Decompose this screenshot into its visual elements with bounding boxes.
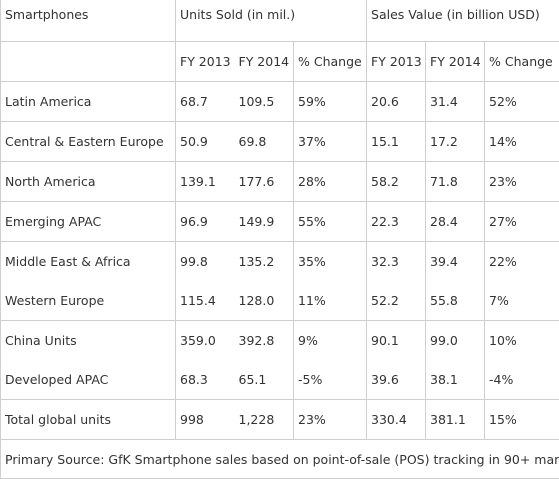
table-row: North America 139.1 177.6 28% 58.2 71.8 … [1, 162, 559, 202]
units-fy2013-cell: 68.3 [176, 360, 235, 400]
units-change-cell: 28% [294, 162, 367, 202]
units-change-cell: 37% [294, 122, 367, 162]
units-fy2013-cell: 50.9 [176, 122, 235, 162]
region-cell: Middle East & Africa [1, 242, 176, 282]
sales-fy2014-cell: 31.4 [426, 82, 485, 122]
units-fy2014-cell: 392.8 [235, 321, 294, 361]
units-change-header: % Change [294, 42, 367, 82]
sales-fy2014-cell: 381.1 [426, 400, 485, 440]
table-row: Middle East & Africa 99.8 135.2 35% 32.3… [1, 242, 559, 282]
sales-change-cell: 23% [485, 162, 559, 202]
units-change-cell: 35% [294, 242, 367, 282]
sales-fy2013-cell: 330.4 [367, 400, 426, 440]
sales-fy2013-cell: 52.2 [367, 281, 426, 321]
units-fy2013-cell: 68.7 [176, 82, 235, 122]
sales-fy2014-cell: 17.2 [426, 122, 485, 162]
sales-fy2013-cell: 22.3 [367, 202, 426, 242]
header-row-groups: Smartphones Units Sold (in mil.) Sales V… [1, 0, 559, 42]
units-change-cell: 55% [294, 202, 367, 242]
region-cell: Developed APAC [1, 360, 176, 400]
header-row-columns: FY 2013 FY 2014 % Change FY 2013 FY 2014… [1, 42, 559, 82]
units-fy2014-cell: 128.0 [235, 281, 294, 321]
region-cell: China Units [1, 321, 176, 361]
sales-change-cell: 52% [485, 82, 559, 122]
sales-group-header: Sales Value (in billion USD) [367, 0, 559, 42]
sales-fy2014-cell: 71.8 [426, 162, 485, 202]
sales-fy2014-cell: 39.4 [426, 242, 485, 282]
units-fy2014-cell: 69.8 [235, 122, 294, 162]
units-change-cell: 9% [294, 321, 367, 361]
units-fy2014-cell: 1,228 [235, 400, 294, 440]
source-row: Primary Source: GfK Smartphone sales bas… [1, 440, 559, 479]
sales-fy2013-cell: 32.3 [367, 242, 426, 282]
table-row: Western Europe 115.4 128.0 11% 52.2 55.8… [1, 281, 559, 321]
table-row: Developed APAC 68.3 65.1 -5% 39.6 38.1 -… [1, 360, 559, 400]
sales-fy2013-cell: 90.1 [367, 321, 426, 361]
sales-change-cell: -4% [485, 360, 559, 400]
category-header-blank [1, 42, 176, 82]
sales-fy2013-cell: 20.6 [367, 82, 426, 122]
region-cell: North America [1, 162, 176, 202]
table-row-total: Total global units 998 1,228 23% 330.4 3… [1, 400, 559, 440]
sales-change-cell: 7% [485, 281, 559, 321]
units-fy2013-cell: 359.0 [176, 321, 235, 361]
units-change-cell: 11% [294, 281, 367, 321]
sales-change-header: % Change [485, 42, 559, 82]
sales-change-cell: 27% [485, 202, 559, 242]
units-change-cell: 59% [294, 82, 367, 122]
sales-fy2013-cell: 39.6 [367, 360, 426, 400]
units-change-cell: -5% [294, 360, 367, 400]
sales-fy2014-cell: 99.0 [426, 321, 485, 361]
table-row: Latin America 68.7 109.5 59% 20.6 31.4 5… [1, 82, 559, 122]
region-cell: Emerging APAC [1, 202, 176, 242]
table-row: Emerging APAC 96.9 149.9 55% 22.3 28.4 2… [1, 202, 559, 242]
units-fy2014-cell: 65.1 [235, 360, 294, 400]
table-row: Central & Eastern Europe 50.9 69.8 37% 1… [1, 122, 559, 162]
units-fy2014-cell: 177.6 [235, 162, 294, 202]
sales-fy2013-cell: 58.2 [367, 162, 426, 202]
sales-change-cell: 22% [485, 242, 559, 282]
region-cell: Total global units [1, 400, 176, 440]
sales-fy2014-cell: 28.4 [426, 202, 485, 242]
units-fy2013-cell: 99.8 [176, 242, 235, 282]
sales-fy2014-header: FY 2014 [426, 42, 485, 82]
units-group-header: Units Sold (in mil.) [176, 0, 367, 42]
units-fy2014-cell: 135.2 [235, 242, 294, 282]
units-fy2013-cell: 139.1 [176, 162, 235, 202]
units-fy2013-header: FY 2013 [176, 42, 235, 82]
region-cell: Western Europe [1, 281, 176, 321]
units-fy2014-cell: 109.5 [235, 82, 294, 122]
source-note: Primary Source: GfK Smartphone sales bas… [1, 440, 559, 479]
region-cell: Latin America [1, 82, 176, 122]
sales-change-cell: 14% [485, 122, 559, 162]
sales-fy2014-cell: 38.1 [426, 360, 485, 400]
sales-fy2013-cell: 15.1 [367, 122, 426, 162]
units-fy2014-cell: 149.9 [235, 202, 294, 242]
sales-fy2014-cell: 55.8 [426, 281, 485, 321]
sales-change-cell: 15% [485, 400, 559, 440]
units-fy2013-cell: 998 [176, 400, 235, 440]
region-cell: Central & Eastern Europe [1, 122, 176, 162]
units-fy2014-header: FY 2014 [235, 42, 294, 82]
sales-fy2013-header: FY 2013 [367, 42, 426, 82]
units-fy2013-cell: 115.4 [176, 281, 235, 321]
table-row: China Units 359.0 392.8 9% 90.1 99.0 10% [1, 321, 559, 361]
sales-change-cell: 10% [485, 321, 559, 361]
units-fy2013-cell: 96.9 [176, 202, 235, 242]
category-header: Smartphones [1, 0, 176, 42]
units-change-cell: 23% [294, 400, 367, 440]
